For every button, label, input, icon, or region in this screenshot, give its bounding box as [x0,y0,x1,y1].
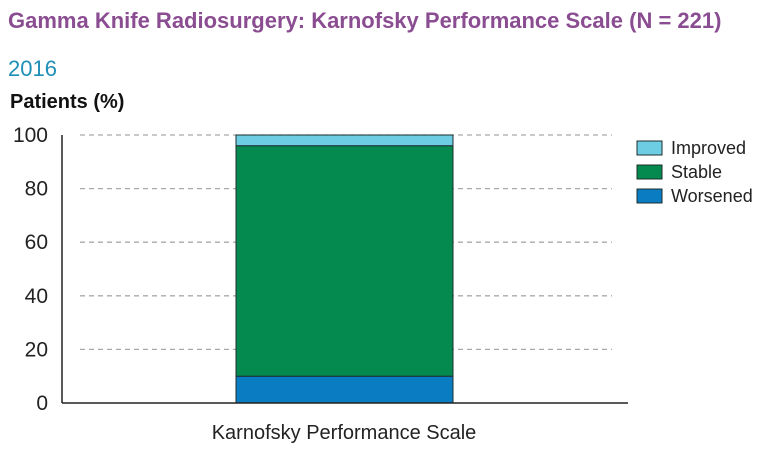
legend-label-stable: Stable [671,162,722,182]
y-tick-label-20: 20 [25,338,48,361]
legend-swatch-improved [636,140,663,156]
chart-title: Gamma Knife Radiosurgery: Karnofsky Perf… [8,8,722,33]
y-tick-labels: 0 20 40 60 80 100 [13,124,48,415]
x-axis-label: Karnofsky Performance Scale [212,422,477,444]
legend: Improved Stable Worsened [636,138,753,206]
legend-swatch-stable [636,164,663,180]
legend-label-improved: Improved [671,138,746,158]
bar-segment-stable [235,145,454,377]
y-tick-label-60: 60 [25,231,48,254]
y-tick-label-100: 100 [13,124,48,147]
legend-swatch-worsened [636,188,663,204]
y-tick-label-40: 40 [25,285,48,308]
bars [235,134,454,404]
y-axis-label: Patients (%) [10,91,124,113]
chart-subtitle: 2016 [8,56,57,81]
bar-segment-worsened [235,375,454,404]
legend-label-worsened: Worsened [671,186,753,206]
y-tick-label-0: 0 [36,392,48,415]
y-tick-label-80: 80 [25,178,48,201]
bar-segment-improved [235,134,454,147]
